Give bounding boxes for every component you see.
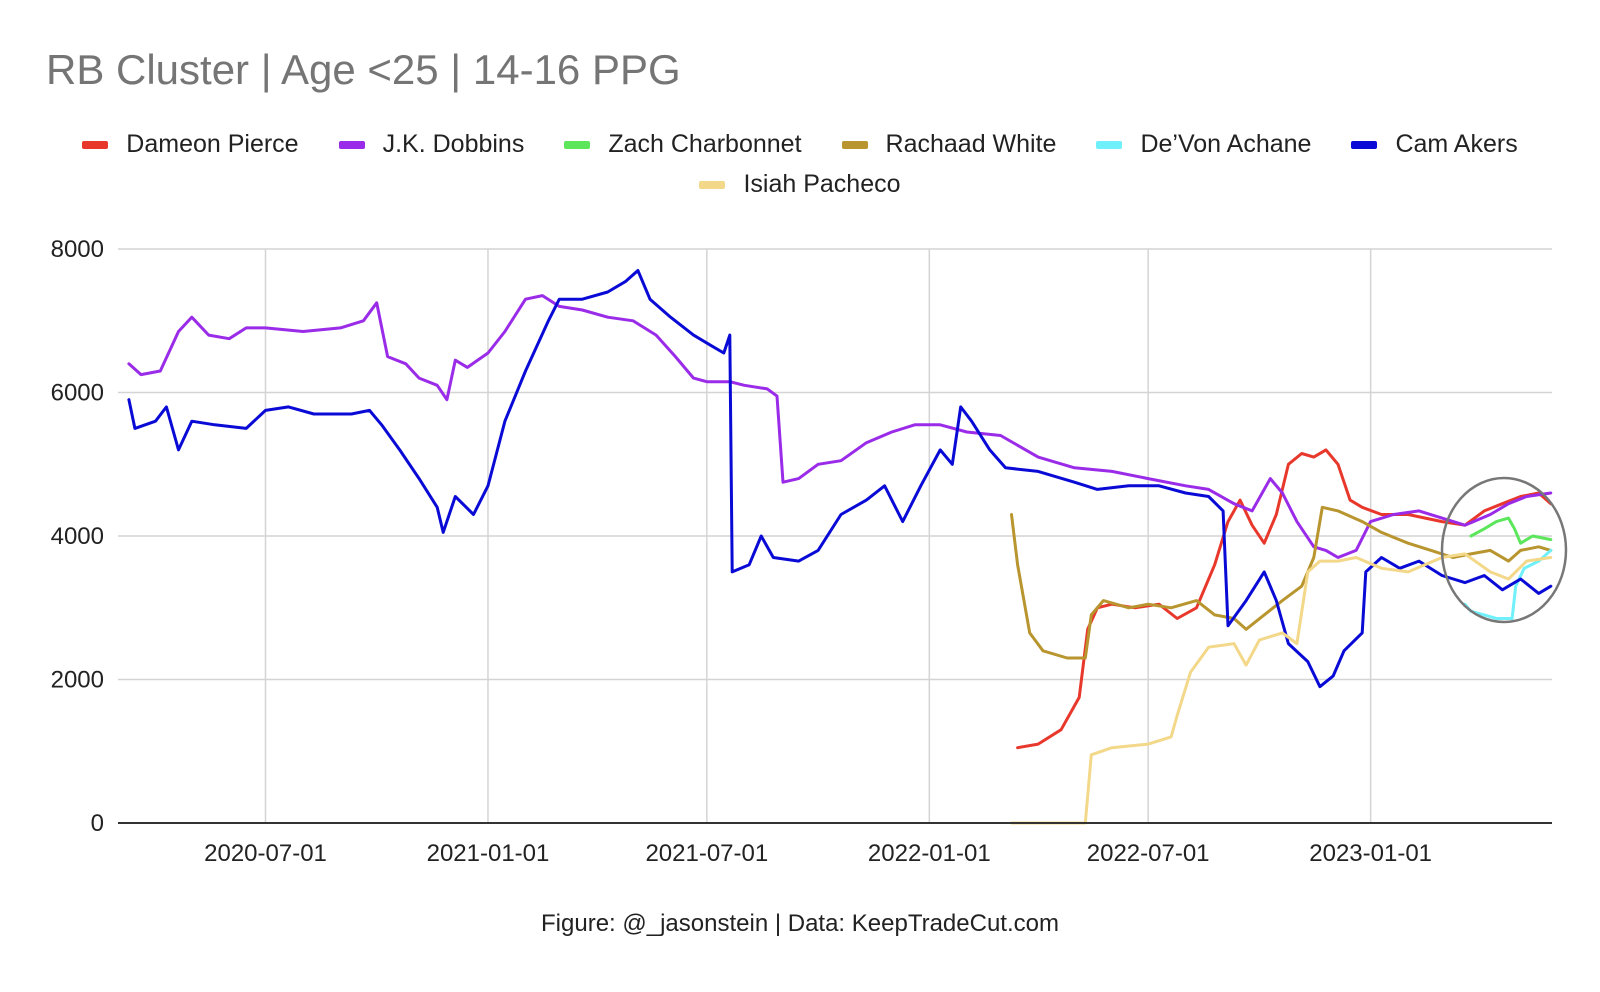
legend-item-jk-dobbins[interactable]: J.K. Dobbins [338,130,525,159]
legend-label-isiah-pacheco: Isiah Pacheco [743,170,901,198]
axes: 0 2000 4000 6000 8000 2020-07-01 2021-01-01 202… [51,236,1552,867]
x-tick-label: 2022-01-01 [868,840,991,867]
series-line-isiah-pacheco [1010,552,1553,825]
series-line-zach-charbonnet [1469,516,1553,545]
x-tick-label: 2021-01-01 [427,840,550,867]
grid [118,248,1552,823]
legend-label-zach-charbonnet: Zach Charbonnet [608,130,802,158]
legend-swatch-devon-achane [1096,140,1123,149]
legend-item-zach-charbonnet[interactable]: Zach Charbonnet [564,130,802,159]
legend-label-dameon-pierce: Dameon Pierce [126,130,299,158]
x-tick-label: 2023-01-01 [1309,840,1432,867]
legend-swatch-dameon-pierce [82,140,109,149]
legend-row-2: Isiah Pacheco [0,170,1600,199]
legend-label-jk-dobbins: J.K. Dobbins [382,130,525,158]
x-tick-label: 2021-07-01 [645,840,768,867]
legend: Dameon Pierce J.K. Dobbins Zach Charbonn… [0,130,1600,159]
y-tick-label: 2000 [51,667,104,694]
legend-item-dameon-pierce[interactable]: Dameon Pierce [82,130,299,159]
series-line-de-von-achane [1463,548,1553,620]
highlight-circle-annotation [1440,476,1568,624]
y-tick-label: 4000 [51,523,104,550]
x-tick-label: 2022-07-01 [1087,840,1210,867]
series-layer [127,269,1553,825]
series-line-cam-akers [127,269,1553,689]
legend-swatch-cam-akers [1351,140,1378,149]
legend-item-devon-achane[interactable]: De’Von Achane [1096,130,1311,159]
chart-title: RB Cluster | Age <25 | 14-16 PPG [46,46,681,93]
legend-item-isiah-pacheco[interactable]: Isiah Pacheco [699,170,901,199]
legend-item-rachaad-white[interactable]: Rachaad White [841,130,1057,159]
y-tick-label: 0 [91,810,104,837]
legend-label-cam-akers: Cam Akers [1395,130,1518,158]
legend-label-devon-achane: De’Von Achane [1140,130,1312,158]
legend-swatch-isiah-pacheco [699,180,726,189]
legend-swatch-zach-charbonnet [564,140,591,149]
legend-label-rachaad-white: Rachaad White [885,130,1057,158]
legend-item-cam-akers[interactable]: Cam Akers [1351,130,1518,159]
legend-swatch-jk-dobbins [338,140,365,149]
y-tick-label: 8000 [51,236,104,263]
y-tick-label: 6000 [51,380,104,407]
figure-credit: Figure: @_jasonstein | Data: KeepTradeCu… [541,910,1059,937]
x-tick-label: 2020-07-01 [204,840,327,867]
legend-swatch-rachaad-white [841,140,868,149]
series-line-j-k-dobbins [127,294,1553,559]
series-line-rachaad-white [1010,505,1553,660]
